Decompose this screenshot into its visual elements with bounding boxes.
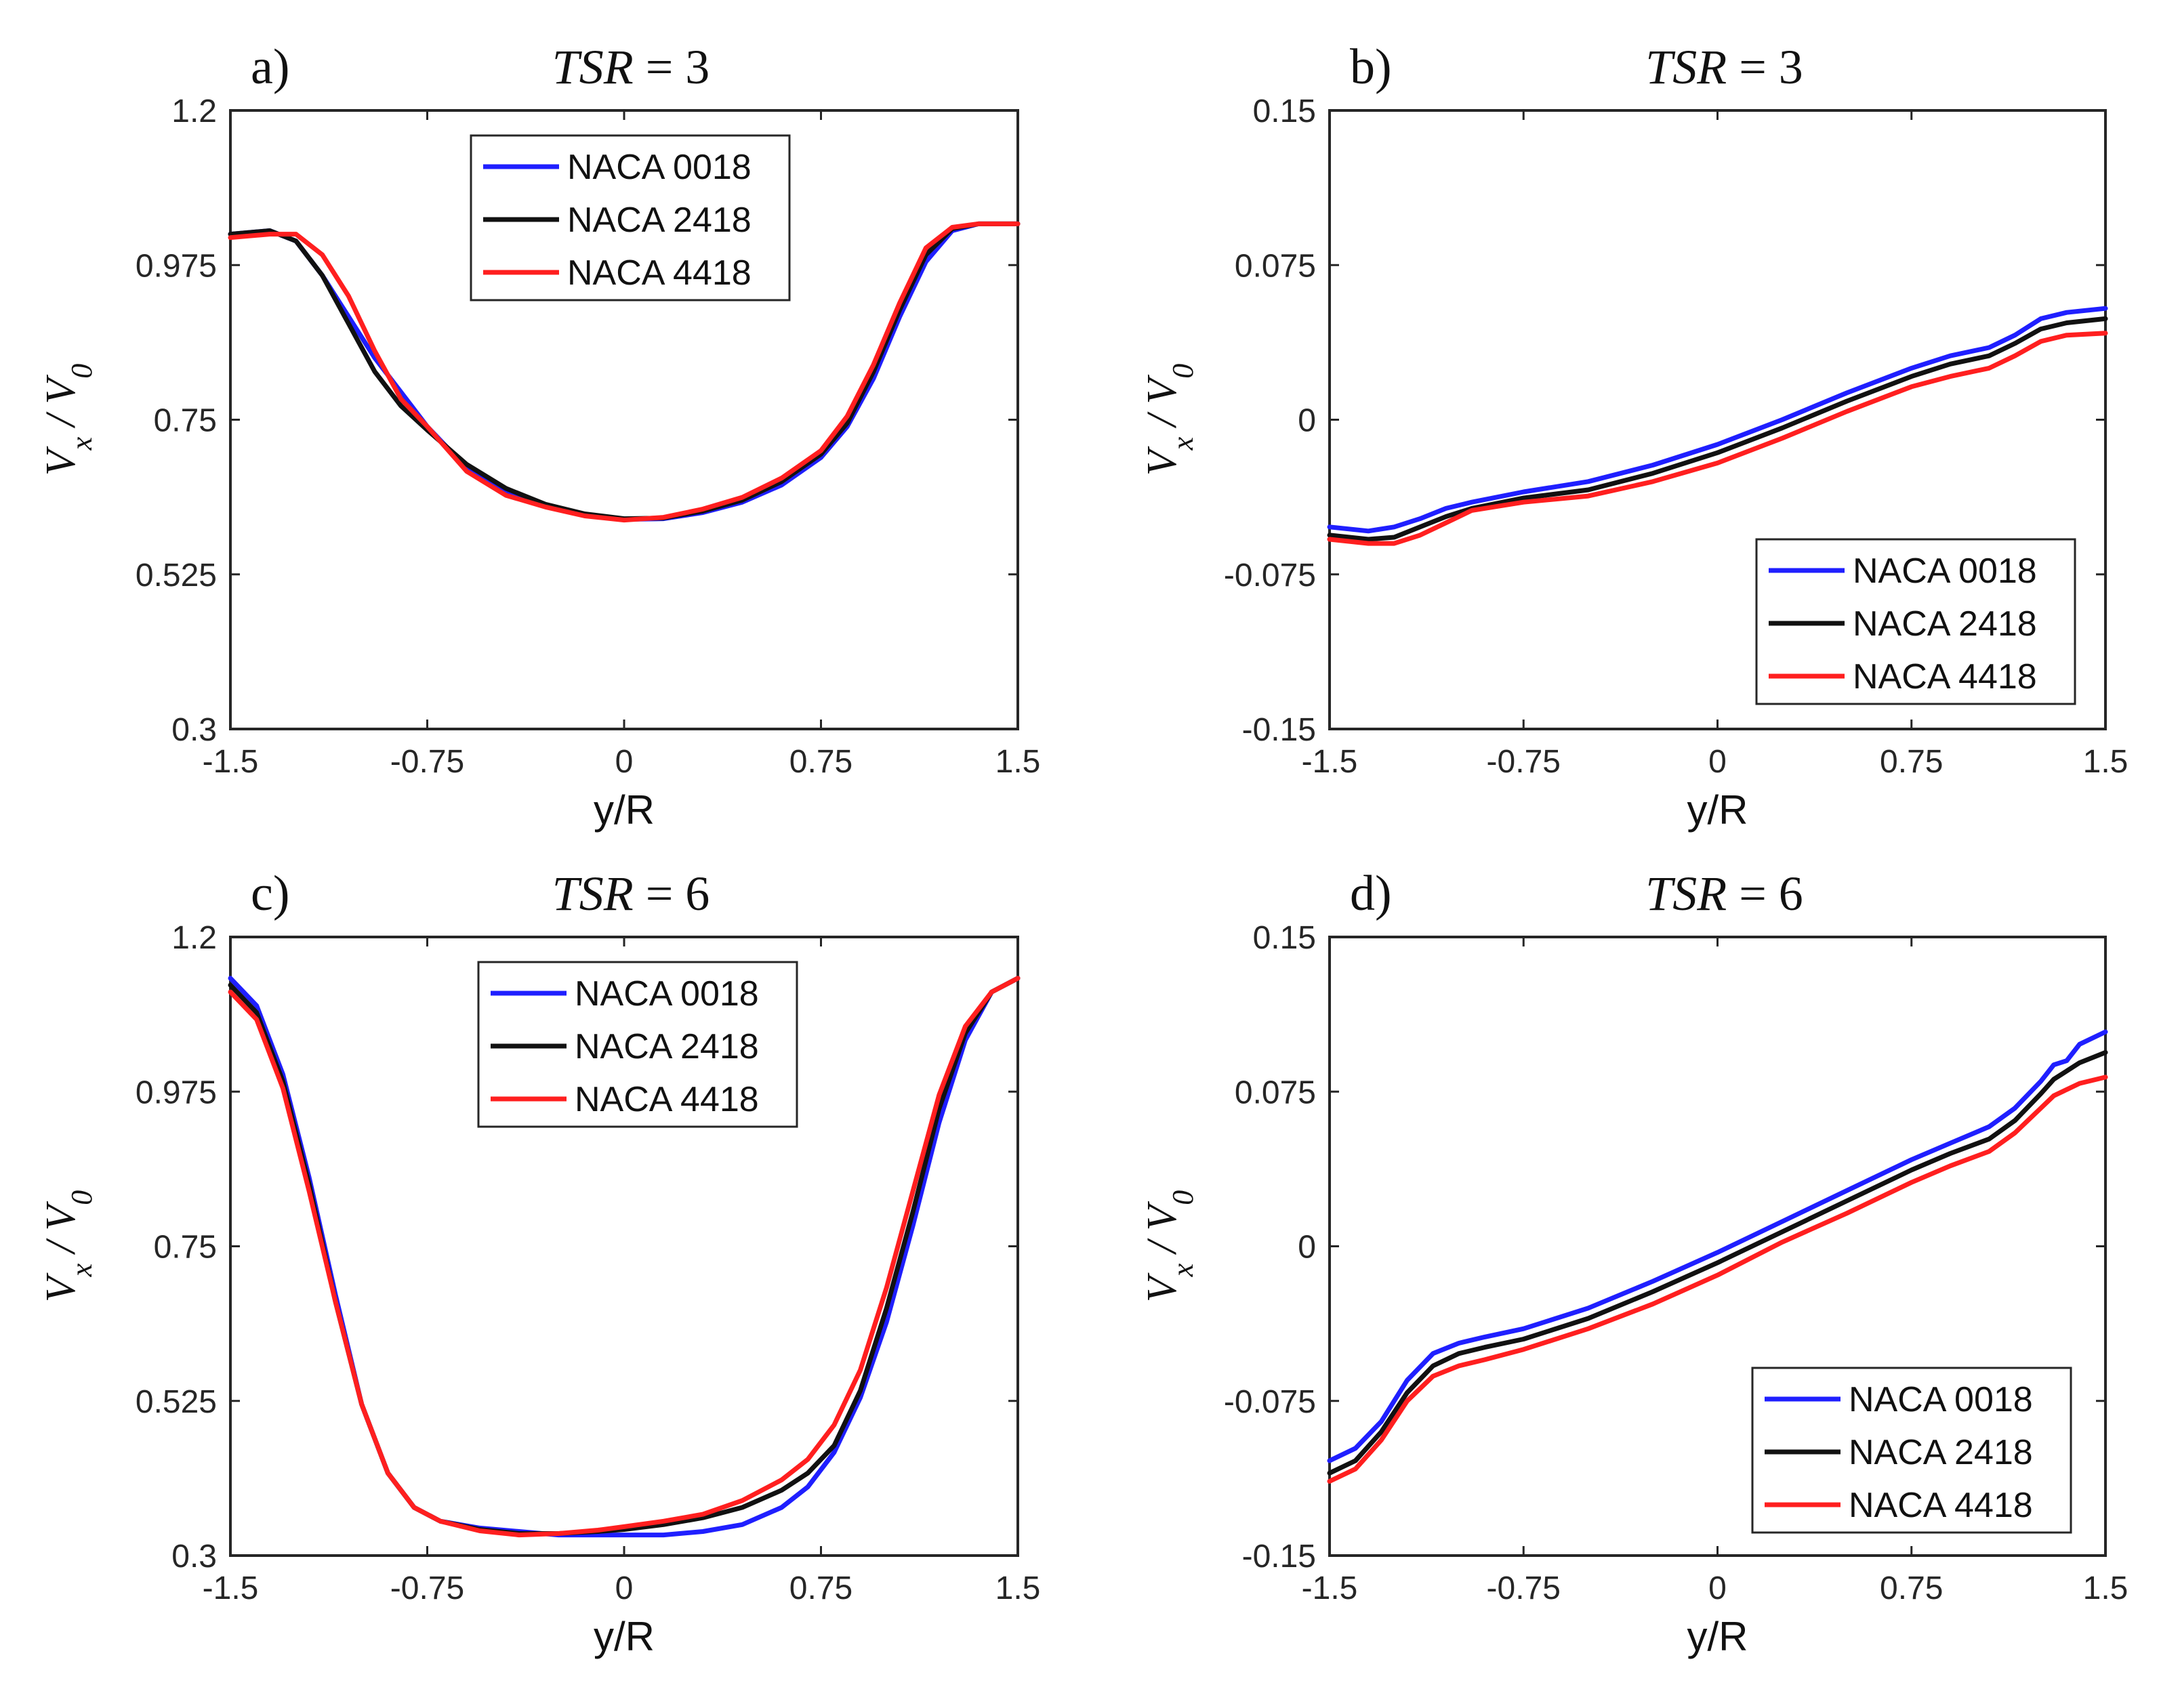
y-tick-label: 0.525 <box>136 558 217 593</box>
x-tick-label: -0.75 <box>1487 744 1561 780</box>
series-line-naca-4418 <box>1327 331 2108 546</box>
legend: NACA 0018 NACA 2418 NACA 4418 <box>477 961 798 1128</box>
legend: NACA 0018 NACA 2418 NACA 4418 <box>1755 538 2076 705</box>
x-tick-label: 0.75 <box>789 744 852 780</box>
y-tick-label: 0.15 <box>1253 920 1316 956</box>
y-tick-label: 0.3 <box>171 712 217 748</box>
series-line-naca-2418 <box>1327 316 2108 542</box>
y-tick-label: 1.2 <box>171 93 217 129</box>
legend-entry-label: NACA 4418 <box>567 253 752 293</box>
y-tick-label: -0.075 <box>1224 1384 1316 1420</box>
legend-entry-label: NACA 4418 <box>1849 1486 2033 1525</box>
legend-entry-label: NACA 0018 <box>575 974 759 1014</box>
x-tick-label: 1.5 <box>995 744 1041 780</box>
y-tick-label: 0.525 <box>136 1384 217 1420</box>
panel-label: d) <box>1350 866 1392 921</box>
x-tick-label: 1.5 <box>2083 1570 2129 1606</box>
y-tick-label: -0.075 <box>1224 558 1316 593</box>
x-tick-label: -1.5 <box>1302 1570 1358 1606</box>
panel-b: -1.5 -0.75 0 0.75 1.5 -0.15 -0.075 0 0.075 0.15 NA… <box>1139 39 2128 833</box>
x-axis-label: y/R <box>1687 1614 1748 1659</box>
y-axis-label: Vx / V0 <box>38 364 98 476</box>
legend: NACA 0018 NACA 2418 NACA 4418 <box>470 134 791 301</box>
legend: NACA 0018 NACA 2418 NACA 4418 <box>1751 1367 2072 1534</box>
y-tick-label: -0.15 <box>1242 1539 1316 1575</box>
series-line-naca-4418 <box>228 976 1021 1538</box>
x-axis-label: y/R <box>594 787 655 833</box>
x-tick-label: 1.5 <box>2083 744 2129 780</box>
panel-d: -1.5 -0.75 0 0.75 1.5 -0.15 -0.075 0 0.075 0.15 NA… <box>1139 866 2128 1659</box>
x-tick-label: 0.75 <box>1880 744 1943 780</box>
y-tick-label: 0.75 <box>154 1230 217 1266</box>
x-tick-label: 0 <box>615 1570 634 1606</box>
legend-entry-label: NACA 2418 <box>575 1027 759 1066</box>
series-line-naca-0018 <box>1327 1029 2108 1463</box>
legend-entry-label: NACA 2418 <box>1853 604 2037 644</box>
y-tick-label: 0.75 <box>154 403 217 439</box>
legend-entry-label: NACA 0018 <box>1849 1380 2033 1419</box>
x-tick-label: -0.75 <box>390 744 464 780</box>
x-tick-label: -0.75 <box>390 1570 464 1606</box>
y-tick-label: 0.3 <box>171 1539 217 1575</box>
panel-title: TSR = 6 <box>552 867 710 921</box>
y-tick-label: 0.075 <box>1235 248 1316 284</box>
x-tick-label: -1.5 <box>1302 744 1358 780</box>
panel-title: TSR = 3 <box>1645 40 1803 94</box>
panel-c: -1.5 -0.75 0 0.75 1.5 0.3 0.525 0.75 0.975 1.2 NAC… <box>38 866 1040 1659</box>
panel-title: TSR = 6 <box>1645 867 1803 921</box>
y-tick-label: 1.2 <box>171 920 217 956</box>
panel-label: c) <box>251 866 290 921</box>
panel-label: b) <box>1350 39 1392 95</box>
y-tick-label: 0.15 <box>1253 93 1316 129</box>
y-tick-label: 0.975 <box>136 1075 217 1110</box>
legend-entry-label: NACA 0018 <box>1853 551 2037 591</box>
x-tick-label: -1.5 <box>203 1570 259 1606</box>
x-tick-label: 0 <box>1708 744 1727 780</box>
series-line-naca-4418 <box>228 221 1021 523</box>
x-tick-label: 0.75 <box>1880 1570 1943 1606</box>
legend-entry-label: NACA 2418 <box>567 201 752 240</box>
y-axis-label: Vx / V0 <box>1139 1190 1199 1303</box>
legend-entry-label: NACA 4418 <box>1853 657 2037 696</box>
x-tick-label: 1.5 <box>995 1570 1041 1606</box>
y-tick-label: 0 <box>1298 1230 1316 1266</box>
y-axis-label: Vx / V0 <box>38 1190 98 1303</box>
panel-title: TSR = 3 <box>552 40 710 94</box>
legend-entry-label: NACA 4418 <box>575 1080 759 1119</box>
y-tick-label: 0 <box>1298 403 1316 439</box>
x-tick-label: 0 <box>615 744 634 780</box>
y-tick-label: -0.15 <box>1242 712 1316 748</box>
legend-entry-label: NACA 2418 <box>1849 1433 2033 1472</box>
series-line-naca-0018 <box>1327 306 2108 534</box>
panel-label: a) <box>251 39 290 95</box>
x-tick-label: -1.5 <box>203 744 259 780</box>
x-axis-label: y/R <box>1687 787 1748 833</box>
y-tick-label: 0.075 <box>1235 1075 1316 1110</box>
x-tick-label: 0.75 <box>789 1570 852 1606</box>
series-line-naca-2418 <box>1327 1049 2108 1476</box>
x-axis-label: y/R <box>594 1614 655 1659</box>
x-tick-label: 0 <box>1708 1570 1727 1606</box>
y-axis-label: Vx / V0 <box>1139 364 1199 476</box>
y-tick-label: 0.975 <box>136 248 217 284</box>
panel-a: -1.5 -0.75 0 0.75 1.5 0.3 0.525 0.75 0.975 1.2 NAC… <box>38 39 1040 833</box>
legend-entry-label: NACA 0018 <box>567 148 752 187</box>
series-line-naca-4418 <box>1327 1075 2108 1484</box>
x-tick-label: -0.75 <box>1487 1570 1561 1606</box>
